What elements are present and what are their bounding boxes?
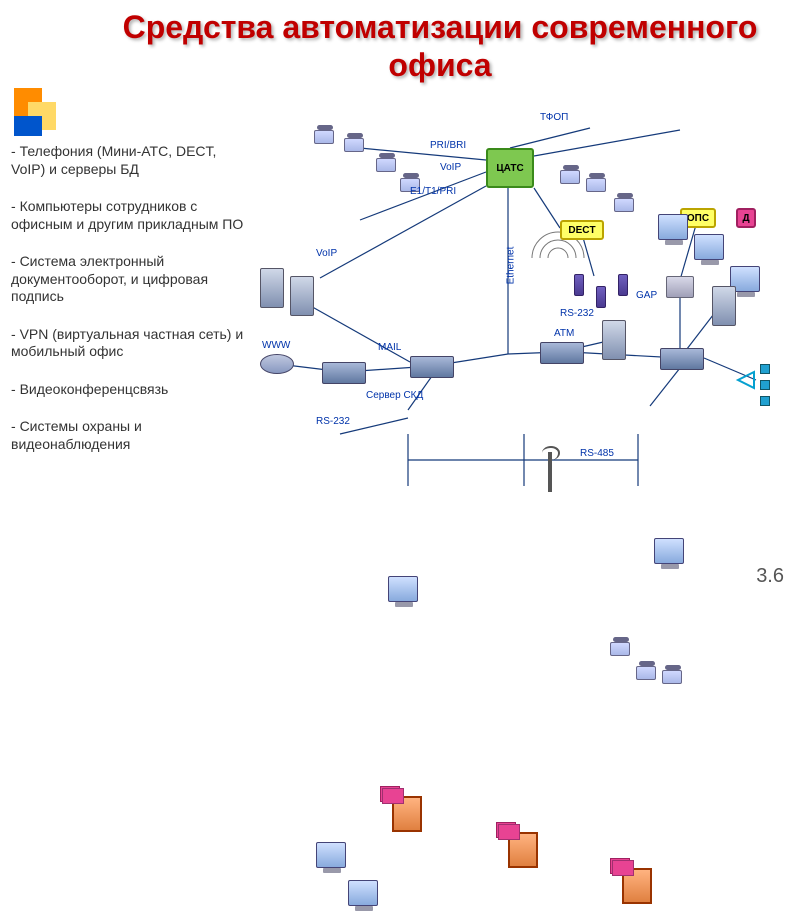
server-left-2 [290,276,314,316]
dongle-1 [760,380,770,390]
phone-right-2 [662,670,682,684]
box-cats: ЦАТС [486,148,534,188]
lbl-gap: GAP [636,290,657,301]
lbl-atm: ATM [554,328,574,339]
phone-tfop-2 [614,198,634,212]
phone-right-0 [610,642,630,656]
phone-tfop-0 [560,170,580,184]
switch-right [660,348,704,370]
lbl-ethernet: Ethernet [505,247,516,285]
bullet-list: Телефония (Мини-АТС, DECT, VoIP) и серве… [6,136,256,466]
pc-bottom-1 [348,880,378,906]
server-left-1 [260,268,284,308]
antenna-icon [548,452,552,492]
server-atm [602,320,626,360]
mobile-2 [618,274,628,296]
phone-top-1 [344,138,364,152]
bullet-item: Телефония (Мини-АТС, DECT, VoIP) и серве… [6,136,256,185]
bullet-item: Компьютеры сотрудников с офисным и други… [6,191,256,240]
lbl-skd: Сервер СКД [366,390,423,401]
mobile-1 [596,286,606,308]
pc-tfop-1 [694,234,724,260]
switch-left [322,362,366,384]
bullet-item: Видеоконференцсвязь [6,374,256,406]
lbl-rs232-r: RS-232 [560,308,594,319]
box-d1: Д [736,208,756,228]
door-0: Д [392,796,422,832]
pc-bottom-0 [316,842,346,868]
mobile-0 [574,274,584,296]
network-diagram: ЦАТСDECTОПСДДДДPRI/BRIVoIPE1/T1/PRIТФОПE… [260,100,790,580]
phone-top-2 [376,158,396,172]
bullet-item: Системы охраны и видеонаблюдения [6,411,256,460]
door-1: Д [508,832,538,868]
box-dect: DECT [560,220,604,240]
lbl-voip-left: VoIP [316,248,337,259]
phone-top-0 [314,130,334,144]
door-2: Д [622,868,652,904]
lbl-voip-top: VoIP [440,162,461,173]
bullet-item: VPN (виртуальная частная сеть) и мобильн… [6,319,256,368]
pc-skd [388,576,418,602]
server-right [712,286,736,326]
lbl-rs485: RS-485 [580,448,614,459]
lbl-mail: MAIL [378,342,401,353]
dongle-2 [760,396,770,406]
lbl-tfop: ТФОП [540,112,568,123]
lbl-rs232-l: RS-232 [316,416,350,427]
router-www [260,354,294,374]
pc-gap [654,538,684,564]
pc-tfop-0 [658,214,688,240]
phone-tfop-1 [586,178,606,192]
page-title: Средства автоматизации современного офис… [100,8,780,85]
lbl-e1t1: E1/T1/PRI [410,186,456,197]
bullet-item: Система электронный документооборот, и ц… [6,246,256,313]
dongle-0 [760,364,770,374]
lbl-pribri: PRI/BRI [430,140,466,151]
switch-atm [540,342,584,364]
lbl-www: WWW [262,340,290,351]
phone-right-1 [636,666,656,680]
printer-icon [666,276,694,298]
page-number: 3.6 [756,565,784,588]
switch-mid [410,356,454,378]
